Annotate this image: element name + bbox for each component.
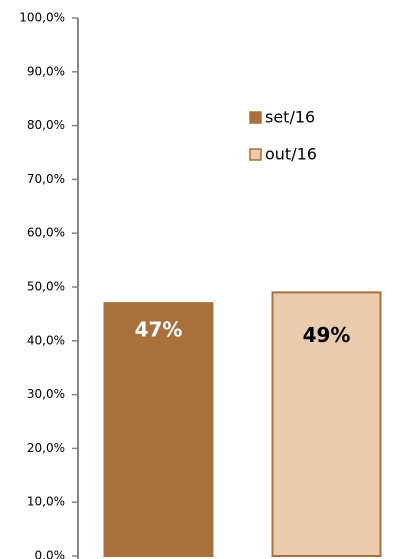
- y-tick-label: 0,0%: [35, 549, 66, 559]
- legend-swatch: [249, 148, 262, 161]
- y-tick-label: 20,0%: [27, 441, 65, 455]
- y-tick-label: 40,0%: [27, 333, 65, 347]
- y-tick-label: 80,0%: [27, 118, 65, 132]
- y-tick-label: 50,0%: [27, 280, 65, 294]
- legend-label: set/16: [265, 108, 315, 127]
- data-label: 47%: [135, 318, 183, 342]
- legend-swatch: [249, 111, 262, 124]
- legend-label: out/16: [265, 145, 317, 164]
- y-tick-label: 30,0%: [27, 387, 65, 401]
- data-label: 49%: [303, 323, 351, 347]
- y-tick-label: 90,0%: [27, 64, 65, 78]
- y-tick-label: 10,0%: [27, 495, 65, 509]
- y-tick-label: 60,0%: [27, 226, 65, 240]
- bar: [271, 291, 382, 557]
- bar: [103, 302, 214, 558]
- y-tick-label: 100,0%: [19, 11, 65, 25]
- y-tick-label: 70,0%: [27, 172, 65, 186]
